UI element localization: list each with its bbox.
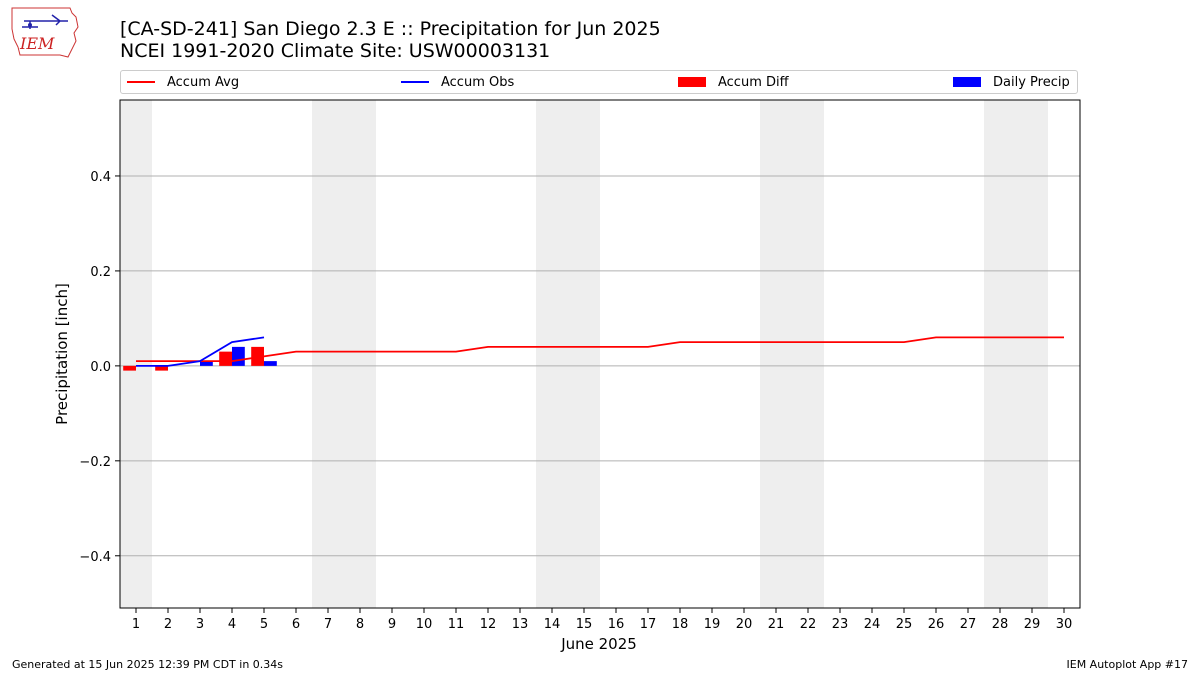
line-series [136, 336, 1064, 367]
legend-swatch-daily-precip [953, 77, 981, 87]
xtick-label-3: 3 [196, 617, 204, 632]
daily-precip-bar-4 [232, 346, 245, 366]
xtick-label-25: 25 [896, 617, 913, 632]
xtick-label-6: 6 [292, 617, 300, 632]
xtick-label-17: 17 [640, 617, 657, 632]
accum-diff-bar-5 [251, 346, 264, 366]
xtick-label-4: 4 [228, 617, 236, 632]
y-axis-label: Precipitation [inch] [53, 283, 71, 425]
weekend-band-0 [120, 100, 152, 608]
legend-label-accum-diff: Accum Diff [718, 74, 789, 90]
xtick-label-23: 23 [832, 617, 849, 632]
accum-diff-bar-4 [219, 351, 232, 366]
accum-diff-bar-2 [155, 365, 168, 371]
legend-item-accum-avg: Accum Avg [127, 71, 239, 93]
legend-label-daily-precip: Daily Precip [993, 74, 1070, 90]
xtick-label-30: 30 [1056, 617, 1073, 632]
xtick-label-15: 15 [576, 617, 593, 632]
xtick-label-21: 21 [768, 617, 785, 632]
xtick-label-11: 11 [448, 617, 465, 632]
ytick-label-2: 0.0 [90, 360, 111, 375]
ytick-label-4: 0.4 [90, 170, 111, 185]
xtick-label-22: 22 [800, 617, 817, 632]
legend-label-accum-avg: Accum Avg [167, 74, 240, 90]
weekend-band-1 [312, 100, 376, 608]
weekend-band-4 [984, 100, 1048, 608]
x-axis-ticks: 1 2 3 4 5 6 7 8 9 10 11 12 13 14 15 16 17 18 19 20 21 22 23 24 2… [132, 608, 1072, 632]
iem-logo: IEM [11, 7, 79, 58]
xtick-label-14: 14 [544, 617, 561, 632]
bar-series [123, 346, 277, 371]
iowa-outline-icon [11, 7, 79, 58]
generated-timestamp: Generated at 15 Jun 2025 12:39 PM CDT in… [12, 658, 284, 671]
legend-swatch-accum-obs [401, 81, 429, 83]
xtick-label-9: 9 [388, 617, 396, 632]
plot-frame [119, 99, 1081, 609]
xtick-label-28: 28 [992, 617, 1009, 632]
xtick-label-8: 8 [356, 617, 364, 632]
app-label: IEM Autoplot App #17 [1066, 658, 1189, 671]
xtick-label-27: 27 [960, 617, 977, 632]
xtick-label-5: 5 [260, 617, 268, 632]
xtick-label-16: 16 [608, 617, 625, 632]
daily-precip-bar-3 [200, 361, 213, 366]
weekend-shading [120, 100, 1048, 608]
xtick-label-26: 26 [928, 617, 945, 632]
daily-precip-bar-5 [264, 361, 277, 366]
xtick-label-18: 18 [672, 617, 689, 632]
legend-swatch-accum-diff [678, 77, 706, 87]
y-axis-ticks: −0.4 −0.2 0.0 0.2 0.4 [79, 170, 120, 565]
xtick-label-19: 19 [704, 617, 721, 632]
accum-diff-bar-1 [123, 365, 136, 371]
chart-subtitle: NCEI 1991-2020 Climate Site: USW00003131 [120, 40, 551, 62]
chart-legend: Accum Avg Accum Obs Accum Diff Daily Pre… [120, 70, 1078, 94]
y-gridlines [120, 175, 1080, 557]
accum-avg-line [136, 336, 1064, 363]
legend-label-accum-obs: Accum Obs [441, 74, 515, 90]
xtick-label-20: 20 [736, 617, 753, 632]
xtick-label-1: 1 [132, 617, 140, 632]
ytick-label-0: −0.4 [79, 550, 111, 565]
weekend-band-2 [536, 100, 600, 608]
xtick-label-2: 2 [164, 617, 172, 632]
legend-item-daily-precip: Daily Precip [953, 71, 1070, 93]
xtick-label-29: 29 [1024, 617, 1041, 632]
logo-text: IEM [19, 34, 55, 53]
weekend-band-3 [760, 100, 824, 608]
x-axis-label: June 2025 [560, 635, 637, 653]
ytick-label-3: 0.2 [90, 265, 111, 280]
xtick-label-24: 24 [864, 617, 881, 632]
legend-item-accum-diff: Accum Diff [678, 71, 789, 93]
ytick-label-1: −0.2 [79, 455, 111, 470]
chart-title: [CA-SD-241] San Diego 2.3 E :: Precipita… [120, 18, 661, 40]
legend-swatch-accum-avg [127, 81, 155, 83]
legend-item-accum-obs: Accum Obs [401, 71, 514, 93]
xtick-label-7: 7 [324, 617, 332, 632]
xtick-label-13: 13 [512, 617, 529, 632]
xtick-label-12: 12 [480, 617, 497, 632]
accum-obs-line [136, 336, 265, 367]
xtick-label-10: 10 [416, 617, 433, 632]
